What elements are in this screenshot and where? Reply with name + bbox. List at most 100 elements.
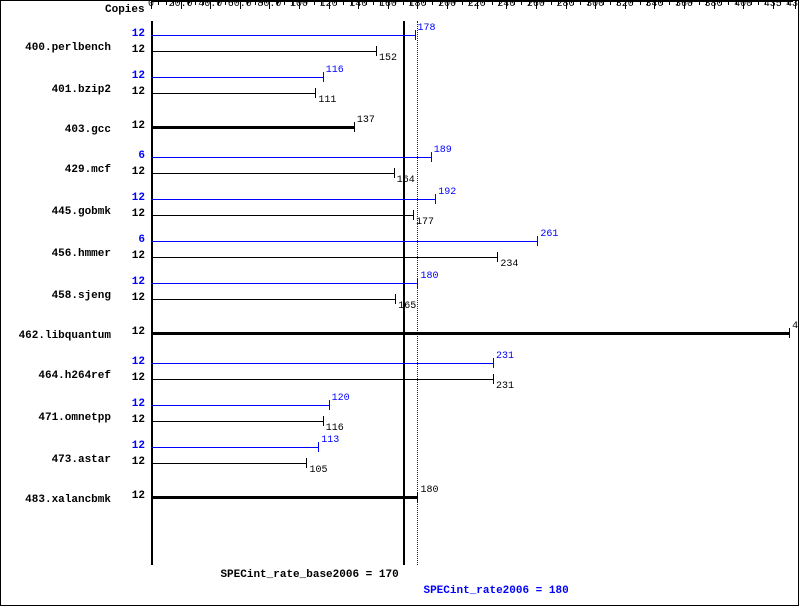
x-tick-minor <box>691 1 692 5</box>
x-tick-minor <box>262 1 263 5</box>
x-tick-label: 180 <box>408 0 426 10</box>
benchmark-row: 483.xalancbmk12180 <box>1 481 793 519</box>
bar-base <box>151 496 417 499</box>
copies-base: 12 <box>113 44 145 56</box>
bar-value-base: 431 <box>792 321 799 332</box>
x-tick-minor <box>543 1 544 5</box>
bar-value-peak: 180 <box>420 271 438 282</box>
x-tick-minor <box>410 1 411 5</box>
x-tick-minor <box>225 1 226 5</box>
bar-base <box>151 379 493 380</box>
x-tick-label: 0 <box>148 0 154 10</box>
base-ref-label: SPECint_rate_base2006 = 170 <box>1 569 399 581</box>
x-tick-label: 435 <box>764 0 782 10</box>
copies-header: Copies <box>105 4 145 16</box>
x-tick-minor <box>336 1 337 5</box>
bar-cap-peak <box>431 152 432 162</box>
copies-peak: 6 <box>113 150 145 162</box>
bar-cap-peak <box>493 358 494 368</box>
x-tick-label: 320 <box>616 0 634 10</box>
x-tick-minor <box>640 1 641 5</box>
copies-peak: 12 <box>113 28 145 40</box>
bar-cap-base <box>493 374 494 384</box>
bar-value-base: 111 <box>318 95 336 106</box>
copies-peak: 12 <box>113 440 145 452</box>
x-tick-minor <box>454 1 455 5</box>
x-tick-label: 280 <box>557 0 575 10</box>
bar-peak <box>151 447 318 448</box>
bar-value-peak: 189 <box>434 145 452 156</box>
bar-cap-peak <box>537 236 538 246</box>
x-tick-minor <box>255 1 256 5</box>
bar-cap-base <box>376 46 377 56</box>
x-tick-minor <box>492 1 493 5</box>
x-tick-minor <box>462 1 463 5</box>
copies-base: 12 <box>113 208 145 220</box>
bar-peak <box>151 157 431 158</box>
x-tick-minor <box>751 1 752 5</box>
bar-base <box>151 257 497 258</box>
benchmark-row: 462.libquantum12431 <box>1 317 793 355</box>
benchmark-row: 458.sjeng1212180165 <box>1 275 793 317</box>
x-tick-minor <box>158 1 159 5</box>
x-tick-label: 300 <box>586 0 604 10</box>
bar-value-peak: 192 <box>438 187 456 198</box>
bar-value-base: 177 <box>416 217 434 228</box>
x-tick-minor <box>603 1 604 5</box>
x-tick-minor <box>469 1 470 5</box>
bar-cap-base <box>789 328 790 338</box>
x-tick-minor <box>195 1 196 5</box>
copies-base: 12 <box>113 292 145 304</box>
bar-cap-peak <box>318 442 319 452</box>
bar-value-base: 116 <box>326 423 344 434</box>
x-tick-minor <box>395 1 396 5</box>
copies-base: 12 <box>113 326 145 338</box>
copies-peak: 12 <box>113 192 145 204</box>
bar-cap-base <box>306 458 307 468</box>
benchmark-name: 400.perlbench <box>1 42 111 54</box>
bar-cap-peak <box>329 400 330 410</box>
benchmark-name: 473.astar <box>1 454 111 466</box>
benchmark-row: 464.h264ref1212231231 <box>1 355 793 397</box>
x-tick-label: 160 <box>379 0 397 10</box>
x-tick-minor <box>788 1 789 5</box>
bar-cap-peak <box>417 278 418 288</box>
x-tick-label: 380 <box>705 0 723 10</box>
bar-peak <box>151 77 323 78</box>
copies-peak: 12 <box>113 356 145 368</box>
bar-base <box>151 93 315 94</box>
bar-value-base: 105 <box>309 465 327 476</box>
bar-value-peak: 178 <box>418 23 436 34</box>
copies-base: 12 <box>113 372 145 384</box>
x-tick-minor <box>529 1 530 5</box>
bar-cap-base <box>394 168 395 178</box>
x-tick-minor <box>403 1 404 5</box>
x-tick-minor <box>188 1 189 5</box>
bar-cap-peak <box>323 72 324 82</box>
benchmark-name: 456.hmmer <box>1 248 111 260</box>
bar-base <box>151 299 395 300</box>
bar-base <box>151 173 394 174</box>
x-tick-label: 400 <box>734 0 752 10</box>
copies-peak: 12 <box>113 70 145 82</box>
bar-peak <box>151 283 417 284</box>
x-tick-minor <box>610 1 611 5</box>
x-tick-minor <box>765 1 766 5</box>
x-tick-minor <box>166 1 167 5</box>
copies-base: 12 <box>113 86 145 98</box>
x-tick-minor <box>247 1 248 5</box>
benchmark-name: 471.omnetpp <box>1 412 111 424</box>
bar-base <box>151 215 413 216</box>
x-tick-minor <box>306 1 307 5</box>
x-tick-minor <box>284 1 285 5</box>
bar-cap-base <box>315 88 316 98</box>
x-tick-minor <box>677 1 678 5</box>
x-tick-minor <box>699 1 700 5</box>
x-tick-minor <box>617 1 618 5</box>
x-tick-minor <box>432 1 433 5</box>
benchmark-row: 429.mcf612189164 <box>1 149 793 191</box>
x-tick-label: 240 <box>497 0 515 10</box>
x-tick-minor <box>662 1 663 5</box>
benchmark-row: 471.omnetpp1212120116 <box>1 397 793 439</box>
benchmark-name: 458.sjeng <box>1 290 111 302</box>
